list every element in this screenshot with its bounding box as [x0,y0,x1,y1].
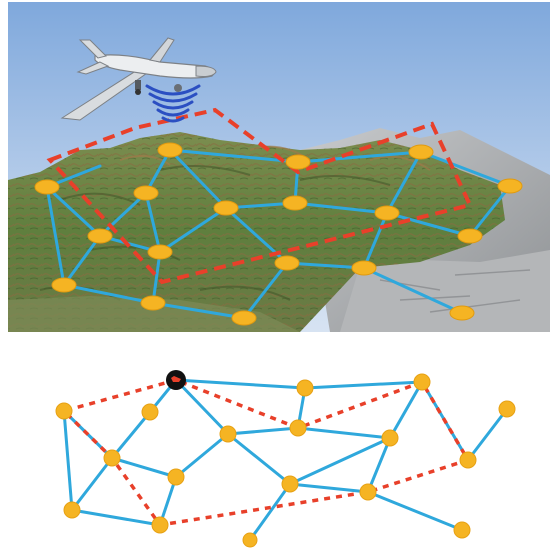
terrain-node [285,154,311,170]
terrain-scene [8,2,550,332]
graph-links [62,378,509,542]
terrain-node [133,185,159,201]
terrain-node [213,200,239,216]
graph-node [289,419,307,437]
terrain-node [408,144,434,160]
rocky-slope [340,250,550,332]
terrain-node [282,195,308,211]
graph-node [167,468,185,486]
graph-node [453,521,471,539]
terrain-uav-route [46,107,473,285]
terrain-node [87,228,113,244]
terrain-node [140,295,166,311]
graph-node [55,402,73,420]
graph-node [413,373,431,391]
graph-node [103,449,121,467]
terrain-node [449,305,475,321]
terrain-node [231,310,257,326]
terrain-node [147,244,173,260]
graph-node [281,475,299,493]
graph-node [219,425,237,443]
wireless-signal-icon [145,84,201,123]
graph-node [498,400,516,418]
graph-node [151,516,169,534]
terrain-node [274,255,300,271]
graph-node [359,483,377,501]
terrain-node [497,178,523,194]
graph-node [63,501,81,519]
terrain-node [157,142,183,158]
terrain-node [374,205,400,221]
graph-uav-route [60,378,471,527]
graph-node [296,379,314,397]
network-graph [55,370,516,548]
graph-node [381,429,399,447]
uav-drone-icon [60,37,217,121]
graph-nodes [55,373,516,548]
terrain-node [51,277,77,293]
graph-node [459,451,477,469]
sink-node-icon [166,370,186,390]
terrain-node [351,260,377,276]
graph-node [242,532,258,548]
terrain-nodes [34,142,523,326]
terrain-node [34,179,60,195]
graph-node [141,403,159,421]
terrain-node [457,228,483,244]
